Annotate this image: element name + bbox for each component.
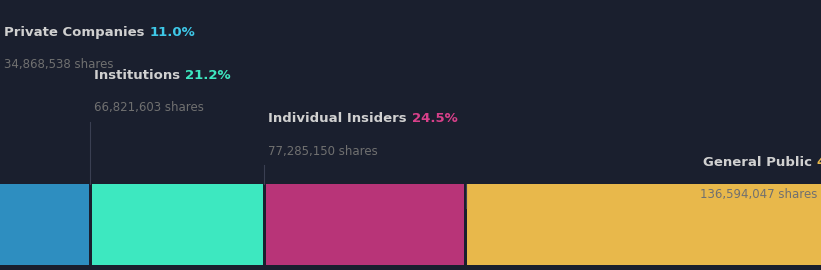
Bar <box>266 184 464 265</box>
Text: 11.0%: 11.0% <box>149 26 195 39</box>
Text: 136,594,047 shares: 136,594,047 shares <box>699 188 817 201</box>
Text: Private Companies: Private Companies <box>4 26 149 39</box>
Text: Individual Insiders: Individual Insiders <box>268 112 411 125</box>
Text: General Public: General Public <box>704 156 817 168</box>
Text: 34,868,538 shares: 34,868,538 shares <box>4 58 113 71</box>
Text: 77,285,150 shares: 77,285,150 shares <box>268 145 378 158</box>
Text: 24.5%: 24.5% <box>411 112 457 125</box>
Text: 43.3%: 43.3% <box>817 156 821 168</box>
Text: Institutions: Institutions <box>94 69 186 82</box>
Bar <box>467 184 821 265</box>
Bar <box>0 184 89 265</box>
Text: 66,821,603 shares: 66,821,603 shares <box>94 102 204 114</box>
Bar <box>92 184 263 265</box>
Text: 21.2%: 21.2% <box>186 69 231 82</box>
